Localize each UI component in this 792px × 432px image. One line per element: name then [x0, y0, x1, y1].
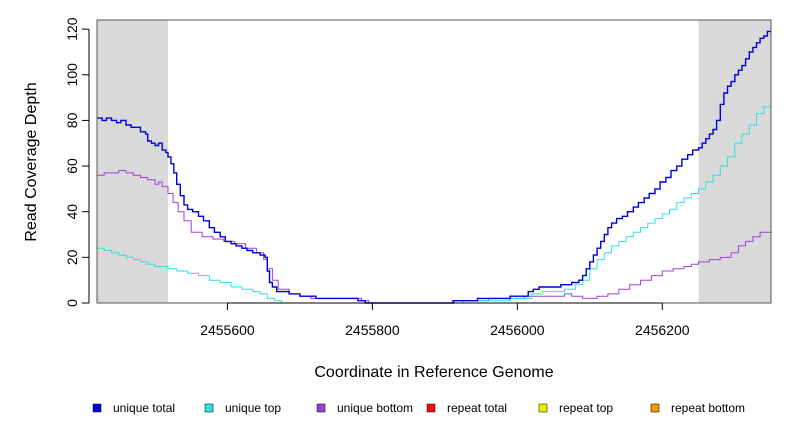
legend-item-repeat-bottom: repeat bottom [650, 401, 745, 415]
x-tick-label: 2455800 [345, 322, 400, 338]
shaded-region-1 [97, 20, 169, 303]
series-lines [97, 30, 772, 304]
y-tick-label: 120 [64, 17, 80, 41]
y-tick-label: 20 [64, 249, 80, 265]
legend-swatch [204, 403, 214, 413]
legend-label: unique top [225, 401, 281, 415]
series-line-unique-top [97, 99, 772, 304]
legend-swatch [426, 403, 436, 413]
series-line-unique-bottom [97, 170, 771, 304]
y-tick-label: 100 [64, 63, 80, 87]
legend-swatch [316, 403, 326, 413]
legend-label: repeat top [559, 401, 613, 415]
legend-label: unique total [113, 401, 175, 415]
y-tick-label: 40 [64, 204, 80, 220]
legend-item-unique-bottom: unique bottom [316, 401, 413, 415]
legend-item-repeat-top: repeat top [538, 401, 613, 415]
y-axis: 0 20 40 60 80 100 120 [64, 17, 90, 307]
y-axis-title: Read Coverage Depth [23, 82, 40, 241]
x-tick-label: 2456000 [490, 322, 545, 338]
x-axis: 2455600 2455800 2456000 2456200 [200, 302, 690, 338]
y-tick-label: 0 [64, 299, 80, 307]
x-tick-label: 2455600 [200, 322, 255, 338]
shaded-region-2 [698, 20, 771, 303]
legend-swatch [92, 403, 102, 413]
legend: unique total unique top unique bottom repea… [92, 401, 745, 415]
plot-frame [96, 19, 772, 304]
legend-label: repeat total [447, 401, 507, 415]
legend-item-unique-top: unique top [204, 401, 281, 415]
y-tick-label: 60 [64, 158, 80, 174]
x-tick-label: 2456200 [635, 322, 690, 338]
legend-label: unique bottom [337, 401, 413, 415]
shaded-regions [97, 20, 771, 303]
legend-swatch [538, 403, 548, 413]
series-line-unique-total [97, 30, 771, 304]
x-axis-title: Coordinate in Reference Genome [314, 364, 553, 381]
legend-item-unique-total: unique total [92, 401, 175, 415]
y-tick-label: 80 [64, 112, 80, 128]
legend-item-repeat-total: repeat total [426, 401, 507, 415]
legend-label: repeat bottom [671, 401, 745, 415]
legend-swatch [650, 403, 660, 413]
